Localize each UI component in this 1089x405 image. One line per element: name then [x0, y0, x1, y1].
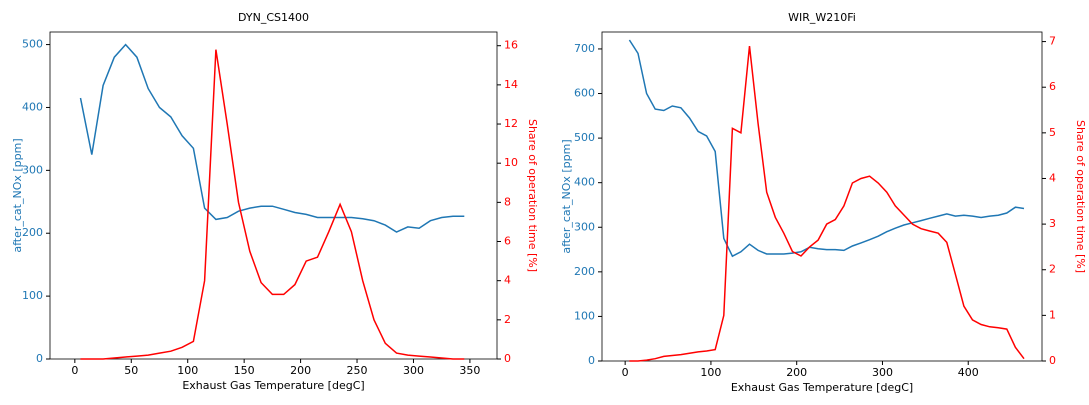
y-tick-label: 200 — [574, 265, 595, 278]
x-tick-label: 200 — [290, 364, 311, 377]
x-tick-label: 150 — [234, 364, 255, 377]
data-line — [629, 46, 1025, 362]
y2-tick-label: 14 — [504, 78, 518, 91]
y2-tick-label: 2 — [1049, 263, 1056, 276]
y-tick-label: 200 — [22, 226, 43, 239]
x-tick-label: 0 — [622, 366, 629, 379]
y2-tick-label: 12 — [504, 117, 518, 130]
y2-tick-label: 3 — [1049, 217, 1056, 230]
y-tick-label: 600 — [574, 87, 595, 100]
plot-frame — [601, 31, 1043, 362]
y-tick-label: 400 — [22, 100, 43, 113]
y2-tick-label: 6 — [504, 235, 511, 248]
x-tick-label: 0 — [71, 364, 78, 377]
x-tick-label: 300 — [403, 364, 424, 377]
x-tick-label: 300 — [872, 366, 893, 379]
plot-frame — [49, 31, 498, 360]
data-line — [80, 49, 465, 360]
y2-axis-label: Share of operation time [%] — [526, 119, 539, 272]
y2-tick-label: 6 — [1049, 80, 1056, 93]
y2-tick-label: 8 — [504, 195, 511, 208]
y-axis-label: after_cat_NOx [ppm] — [560, 139, 573, 253]
y-tick-label: 500 — [574, 131, 595, 144]
y-tick-label: 100 — [22, 289, 43, 302]
y-tick-label: 300 — [22, 163, 43, 176]
y2-tick-label: 16 — [504, 39, 518, 52]
y2-tick-label: 4 — [504, 274, 511, 287]
x-tick-label: 50 — [124, 364, 138, 377]
data-line — [628, 39, 1025, 258]
y-axis-label: after_cat_NOx [ppm] — [11, 138, 24, 252]
y2-tick-label: 10 — [504, 156, 518, 169]
y-tick-label: 700 — [574, 42, 595, 55]
x-axis-label: Exhaust Gas Temperature [degC] — [182, 379, 364, 392]
y-tick-label: 0 — [36, 352, 43, 365]
y2-axis-label: Share of operation time [%] — [1074, 120, 1087, 273]
x-tick-label: 100 — [177, 364, 198, 377]
x-tick-label: 400 — [958, 366, 979, 379]
x-tick-label: 350 — [459, 364, 480, 377]
y-tick-label: 100 — [574, 309, 595, 322]
y-tick-label: 0 — [588, 354, 595, 367]
data-line — [79, 43, 465, 233]
y2-tick-label: 4 — [1049, 171, 1056, 184]
y2-tick-label: 2 — [504, 313, 511, 326]
y2-tick-label: 0 — [504, 352, 511, 365]
chart-title: DYN_CS1400 — [238, 11, 309, 24]
x-tick-label: 200 — [786, 366, 807, 379]
y2-tick-label: 7 — [1049, 35, 1056, 48]
x-axis-label: Exhaust Gas Temperature [degC] — [731, 381, 913, 394]
y2-tick-label: 0 — [1049, 354, 1056, 367]
y2-tick-label: 5 — [1049, 126, 1056, 139]
chart-title: WIR_W210Fi — [788, 11, 856, 24]
x-tick-label: 250 — [347, 364, 368, 377]
y-tick-label: 400 — [574, 176, 595, 189]
y2-tick-label: 1 — [1049, 308, 1056, 321]
y-tick-label: 500 — [22, 38, 43, 51]
x-tick-label: 100 — [700, 366, 721, 379]
y-tick-label: 300 — [574, 220, 595, 233]
